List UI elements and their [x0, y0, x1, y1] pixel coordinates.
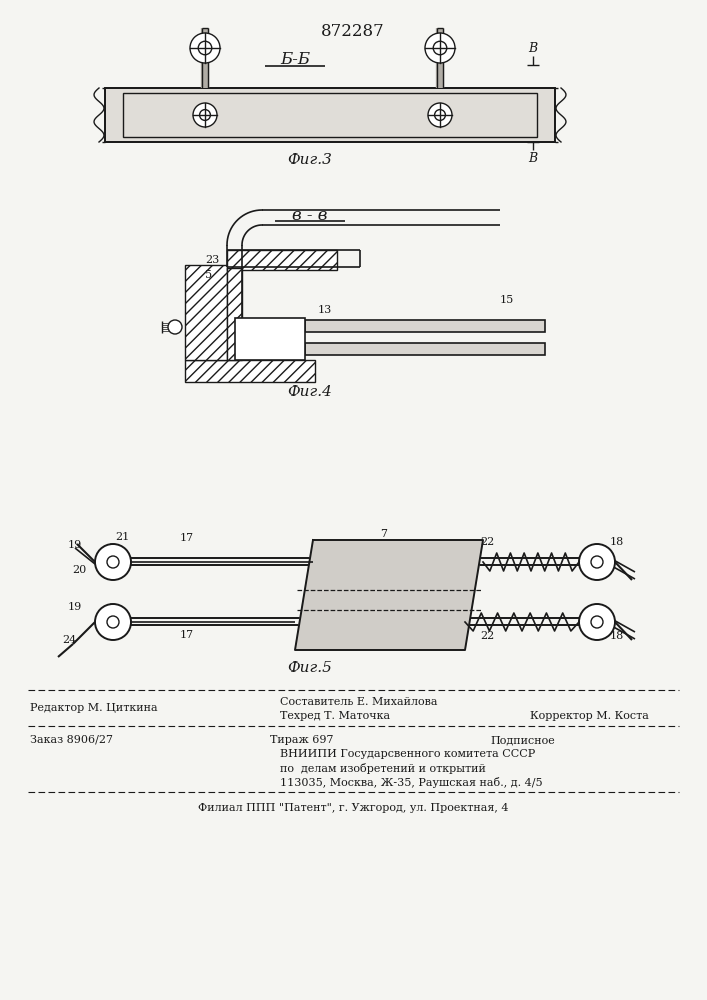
Circle shape: [591, 616, 603, 628]
Bar: [185, 360, 315, 382]
Polygon shape: [295, 540, 483, 650]
Circle shape: [433, 41, 447, 55]
Text: В: В: [528, 41, 537, 54]
Text: 24: 24: [62, 635, 76, 645]
Circle shape: [168, 320, 182, 334]
Bar: [235, 318, 305, 360]
Circle shape: [193, 103, 217, 127]
Circle shape: [591, 556, 603, 568]
Text: 18: 18: [610, 631, 624, 641]
Text: 23: 23: [205, 255, 219, 265]
Text: 17: 17: [180, 630, 194, 640]
Text: Фиг.4: Фиг.4: [288, 385, 332, 399]
Bar: [185, 265, 227, 360]
Circle shape: [107, 616, 119, 628]
Bar: [305, 320, 545, 332]
Circle shape: [107, 556, 119, 568]
Text: Фиг.5: Фиг.5: [288, 661, 332, 675]
Text: в - в: в - в: [292, 207, 327, 224]
Circle shape: [428, 103, 452, 127]
Text: Заказ 8906/27: Заказ 8906/27: [30, 735, 113, 745]
Circle shape: [425, 33, 455, 63]
Circle shape: [579, 544, 615, 580]
Text: 18: 18: [610, 537, 624, 547]
Text: Редактор М. Циткина: Редактор М. Циткина: [30, 703, 158, 713]
Bar: [123, 93, 537, 137]
Text: 5: 5: [205, 270, 212, 280]
Text: Филиал ППП "Патент", г. Ужгород, ул. Проектная, 4: Филиал ППП "Патент", г. Ужгород, ул. Про…: [198, 803, 508, 813]
Text: 13: 13: [318, 305, 332, 315]
Circle shape: [190, 33, 220, 63]
Bar: [105, 88, 555, 142]
Text: 17: 17: [180, 533, 194, 543]
Text: Фиг.3: Фиг.3: [288, 153, 332, 167]
Text: 872287: 872287: [321, 23, 385, 40]
Text: Тираж 697: Тираж 697: [270, 735, 334, 745]
Bar: [227, 250, 337, 270]
Text: 19: 19: [68, 540, 82, 550]
Text: 113035, Москва, Ж-35, Раушская наб., д. 4/5: 113035, Москва, Ж-35, Раушская наб., д. …: [280, 776, 543, 788]
Circle shape: [95, 544, 131, 580]
Text: Составитель Е. Михайлова: Составитель Е. Михайлова: [280, 697, 438, 707]
Circle shape: [579, 604, 615, 640]
Text: ВНИИПИ Государсвенного комитета СССР: ВНИИПИ Государсвенного комитета СССР: [280, 749, 535, 759]
Text: Корректор М. Коста: Корректор М. Коста: [530, 711, 649, 721]
Bar: [305, 343, 545, 355]
Bar: [105, 88, 555, 142]
Circle shape: [198, 41, 212, 55]
Circle shape: [435, 110, 445, 120]
Text: Подписное: Подписное: [490, 735, 555, 745]
Text: Б-Б: Б-Б: [280, 51, 310, 68]
Text: В: В: [528, 151, 537, 164]
Text: 22: 22: [480, 537, 494, 547]
Text: по  делам изобретений и открытий: по делам изобретений и открытий: [280, 762, 486, 774]
Text: 7: 7: [380, 529, 387, 539]
Text: 21: 21: [115, 532, 129, 542]
Circle shape: [199, 110, 211, 120]
Text: 19: 19: [68, 602, 82, 612]
Text: 22: 22: [480, 631, 494, 641]
Text: 15: 15: [500, 295, 514, 305]
Text: Техред Т. Маточка: Техред Т. Маточка: [280, 711, 390, 721]
Bar: [227, 268, 242, 360]
Text: 20: 20: [72, 565, 86, 575]
Circle shape: [95, 604, 131, 640]
